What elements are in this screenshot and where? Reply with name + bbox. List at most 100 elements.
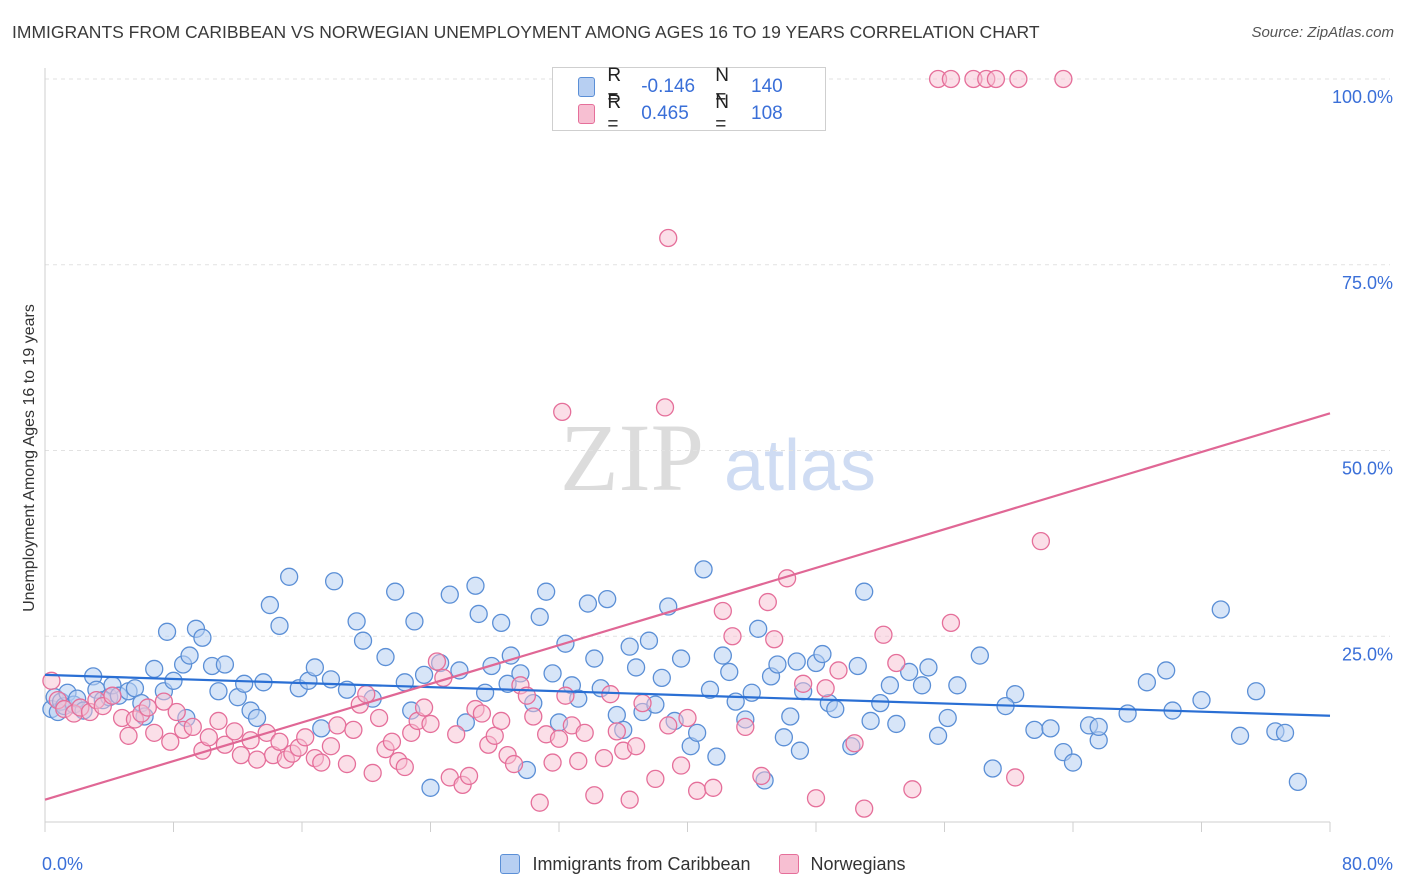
x-tick-labels: 0.0% 80.0%	[42, 854, 1393, 874]
point-norwegians	[161, 732, 180, 751]
trend-line-caribbean	[44, 673, 1331, 717]
point-caribbean	[469, 604, 488, 624]
point-norwegians	[459, 766, 479, 786]
point-caribbean	[1288, 772, 1308, 792]
source-label: Source: ZipAtlas.com	[1251, 24, 1394, 41]
point-caribbean	[700, 680, 720, 699]
point-caribbean	[386, 582, 405, 601]
point-caribbean	[247, 708, 267, 728]
point-norwegians	[183, 717, 202, 737]
point-norwegians	[575, 723, 594, 742]
correlation-legend: R = -0.146 N = 140 R = 0.465 N = 108	[552, 65, 826, 135]
point-norwegians	[369, 708, 389, 728]
point-norwegians	[199, 728, 218, 747]
point-caribbean	[848, 656, 867, 676]
point-norwegians	[941, 69, 961, 89]
point-norwegians	[344, 720, 363, 740]
point-norwegians	[556, 686, 575, 705]
point-caribbean	[1041, 719, 1060, 738]
point-norwegians	[646, 769, 665, 789]
point-caribbean	[1063, 753, 1083, 772]
point-caribbean	[720, 662, 739, 682]
series-norwegians-points	[42, 69, 1073, 818]
point-caribbean	[768, 655, 787, 674]
point-caribbean	[938, 708, 957, 728]
point-norwegians	[357, 685, 376, 704]
point-norwegians	[678, 708, 697, 728]
point-caribbean	[928, 726, 948, 745]
legend-item-norwegians[interactable]: Norwegians	[778, 853, 906, 875]
point-norwegians	[620, 790, 639, 809]
point-norwegians	[794, 674, 813, 693]
point-caribbean	[887, 714, 906, 734]
legend-n-value: 140	[751, 76, 783, 97]
point-caribbean	[180, 646, 199, 665]
legend-r-value: -0.146	[641, 76, 696, 97]
point-caribbean	[414, 665, 434, 685]
point-caribbean	[790, 741, 810, 760]
point-norwegians	[530, 793, 549, 812]
point-norwegians	[569, 751, 588, 771]
point-norwegians	[270, 732, 289, 751]
axes	[44, 68, 1331, 832]
point-caribbean	[900, 662, 919, 682]
point-caribbean	[1025, 720, 1044, 740]
point-norwegians	[247, 750, 267, 769]
legend-row-norwegians: R = 0.465 N = 108	[578, 92, 825, 135]
point-caribbean	[671, 649, 691, 668]
point-caribbean	[813, 644, 832, 664]
point-caribbean	[321, 670, 341, 689]
point-norwegians	[601, 685, 620, 704]
point-norwegians	[633, 693, 652, 713]
point-caribbean	[871, 693, 890, 713]
point-norwegians	[296, 728, 315, 747]
point-caribbean	[919, 658, 938, 677]
point-norwegians	[492, 711, 511, 731]
point-caribbean	[1230, 726, 1250, 745]
point-norwegians	[427, 652, 447, 671]
point-norwegians	[167, 702, 186, 722]
y-axis-label: Unemployment Among Ages 16 to 19 years	[21, 304, 38, 612]
point-caribbean	[270, 616, 289, 635]
point-norwegians	[659, 716, 678, 735]
point-norwegians	[145, 723, 164, 742]
point-norwegians	[472, 704, 492, 723]
point-caribbean	[687, 723, 707, 742]
point-caribbean	[421, 778, 440, 797]
legend-n-label: N =	[715, 65, 729, 108]
y-tick-label: 50.0%	[1342, 459, 1393, 479]
point-norwegians	[874, 625, 893, 644]
point-caribbean	[1246, 682, 1266, 701]
legend-r-label: R =	[607, 92, 622, 135]
point-caribbean	[1006, 685, 1025, 704]
chart-title: IMMIGRANTS FROM CARIBBEAN VS NORWEGIAN U…	[12, 22, 1040, 42]
point-norwegians	[626, 737, 646, 756]
point-caribbean	[312, 719, 331, 738]
legend-swatch-blue	[500, 854, 521, 874]
point-norwegians	[138, 698, 157, 717]
point-norwegians	[887, 653, 906, 673]
point-norwegians	[941, 613, 961, 633]
point-caribbean	[456, 713, 475, 732]
point-caribbean	[1118, 704, 1137, 723]
point-norwegians	[447, 725, 466, 744]
point-norwegians	[524, 707, 543, 726]
legend-item-caribbean[interactable]: Immigrants from Caribbean	[500, 854, 751, 875]
point-caribbean	[781, 707, 800, 726]
point-caribbean	[1275, 723, 1295, 742]
point-norwegians	[312, 753, 331, 772]
watermark-zip: ZIP	[560, 404, 704, 511]
point-caribbean	[440, 585, 459, 604]
point-caribbean	[639, 631, 659, 650]
point-norwegians	[395, 757, 414, 777]
point-caribbean	[774, 728, 794, 747]
trend-line-norwegians	[44, 412, 1331, 801]
point-caribbean	[193, 628, 212, 647]
point-norwegians	[1031, 531, 1051, 551]
point-norwegians	[903, 780, 922, 799]
point-caribbean	[694, 560, 713, 579]
legend-label-norwegians: Norwegians	[810, 853, 906, 874]
point-caribbean	[1089, 717, 1108, 737]
point-caribbean	[948, 676, 967, 695]
point-norwegians	[765, 630, 784, 649]
